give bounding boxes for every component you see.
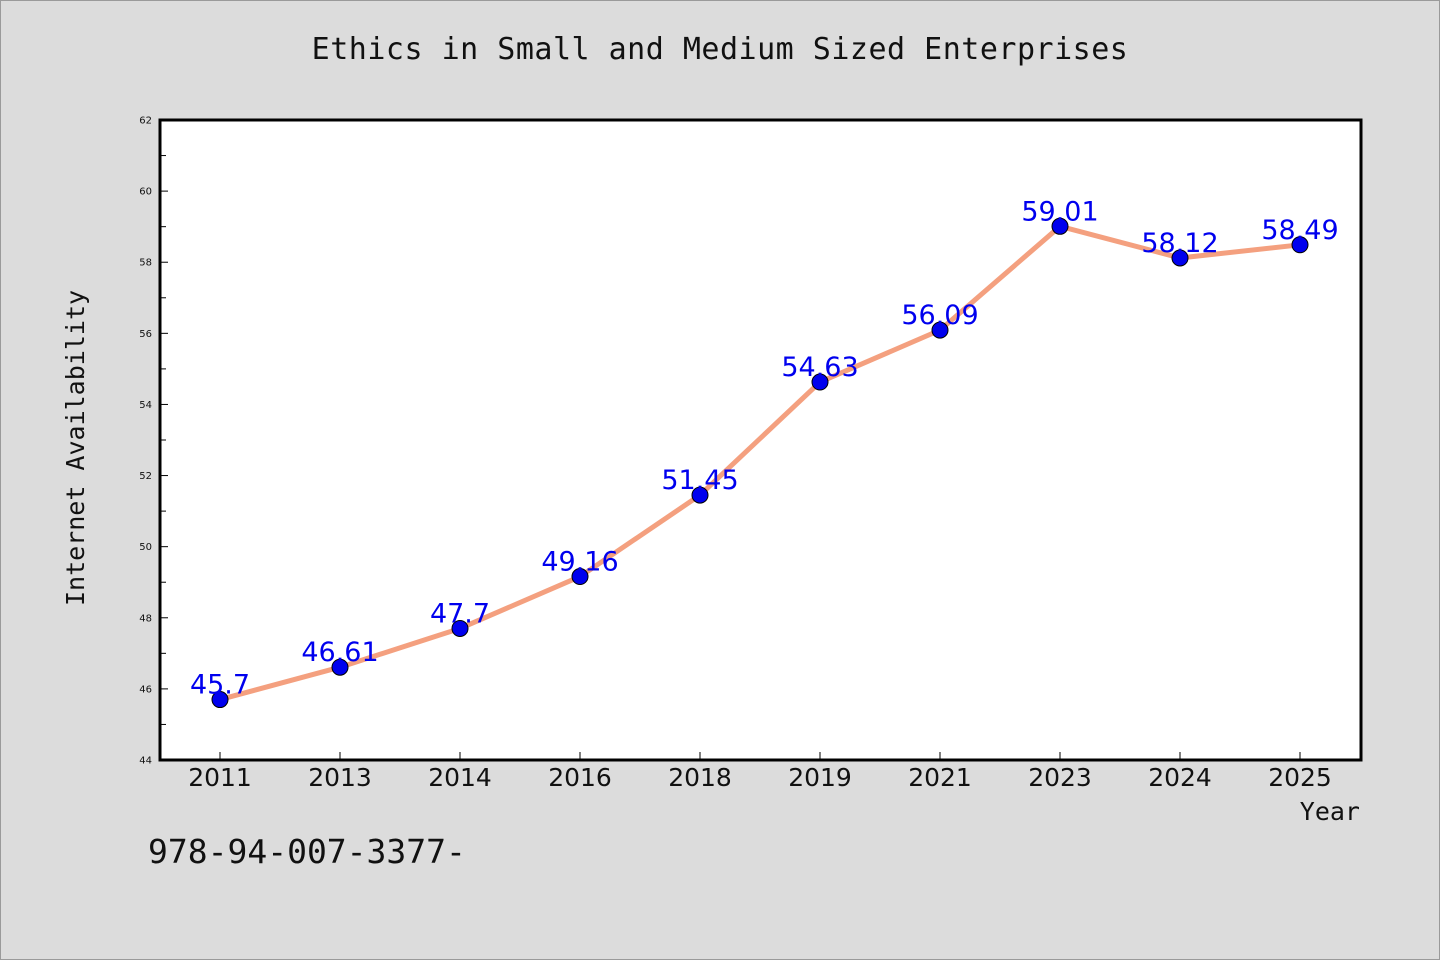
data-label: 54.63: [781, 352, 858, 383]
data-point: [811, 373, 829, 391]
y-axis-ticks: 44 46 48 50 52 54 56 58 60 62: [139, 116, 168, 767]
y-tick-label: 50: [139, 542, 152, 553]
data-point: [1291, 236, 1309, 254]
x-tick-label: 2014: [428, 763, 492, 792]
data-label: 49.16: [541, 547, 618, 578]
x-axis-ticks: 2011 2013 2014 2016 2018 2019 2021 2023 2024 2025: [188, 752, 1332, 792]
data-point: [1171, 249, 1189, 267]
y-tick-label: 48: [139, 613, 152, 624]
x-axis-label: Year: [1300, 797, 1360, 826]
data-point: [451, 619, 469, 637]
x-tick-label: 2025: [1268, 763, 1332, 792]
y-tick-label: 46: [139, 684, 152, 695]
data-label: 51.45: [661, 465, 738, 496]
data-point: [931, 321, 949, 339]
data-labels: 45.7 46.61 47.7 49.16 51.45 54.63 56.09 59.01 58…: [190, 196, 1339, 700]
data-label: 58.49: [1261, 215, 1338, 246]
y-tick-label: 62: [139, 116, 152, 127]
y-tick-label: 56: [139, 329, 152, 340]
x-tick-label: 2019: [788, 763, 852, 792]
data-label: 58.12: [1141, 228, 1218, 259]
data-point: [691, 486, 709, 504]
x-tick-label: 2021: [908, 763, 972, 792]
x-tick-label: 2016: [548, 763, 612, 792]
x-tick-label: 2024: [1148, 763, 1212, 792]
data-point: [1051, 217, 1069, 235]
data-point: [211, 691, 229, 709]
x-tick-label: 2018: [668, 763, 732, 792]
series-line: [219, 223, 1301, 702]
y-axis-label: Internet Availability: [61, 290, 90, 606]
data-label: 56.09: [901, 300, 978, 331]
data-point: [571, 568, 589, 586]
y-tick-label: 54: [139, 400, 152, 411]
y-tick-label: 58: [139, 258, 152, 269]
y-tick-label: 60: [139, 187, 152, 198]
data-label: 59.01: [1021, 196, 1098, 227]
data-point: [331, 658, 349, 676]
data-label: 47.7: [430, 598, 490, 629]
data-label: 45.7: [190, 670, 250, 701]
y-tick-label: 52: [139, 471, 152, 482]
y-tick-label: 44: [139, 756, 152, 767]
x-tick-label: 2013: [308, 763, 372, 792]
x-tick-label: 2011: [188, 763, 252, 792]
chart-title: Ethics in Small and Medium Sized Enterpr…: [311, 32, 1129, 67]
data-label: 46.61: [301, 637, 378, 668]
footer-text: 978-94-007-3377-: [148, 832, 466, 871]
data-markers: [211, 217, 1309, 709]
x-tick-label: 2023: [1028, 763, 1092, 792]
